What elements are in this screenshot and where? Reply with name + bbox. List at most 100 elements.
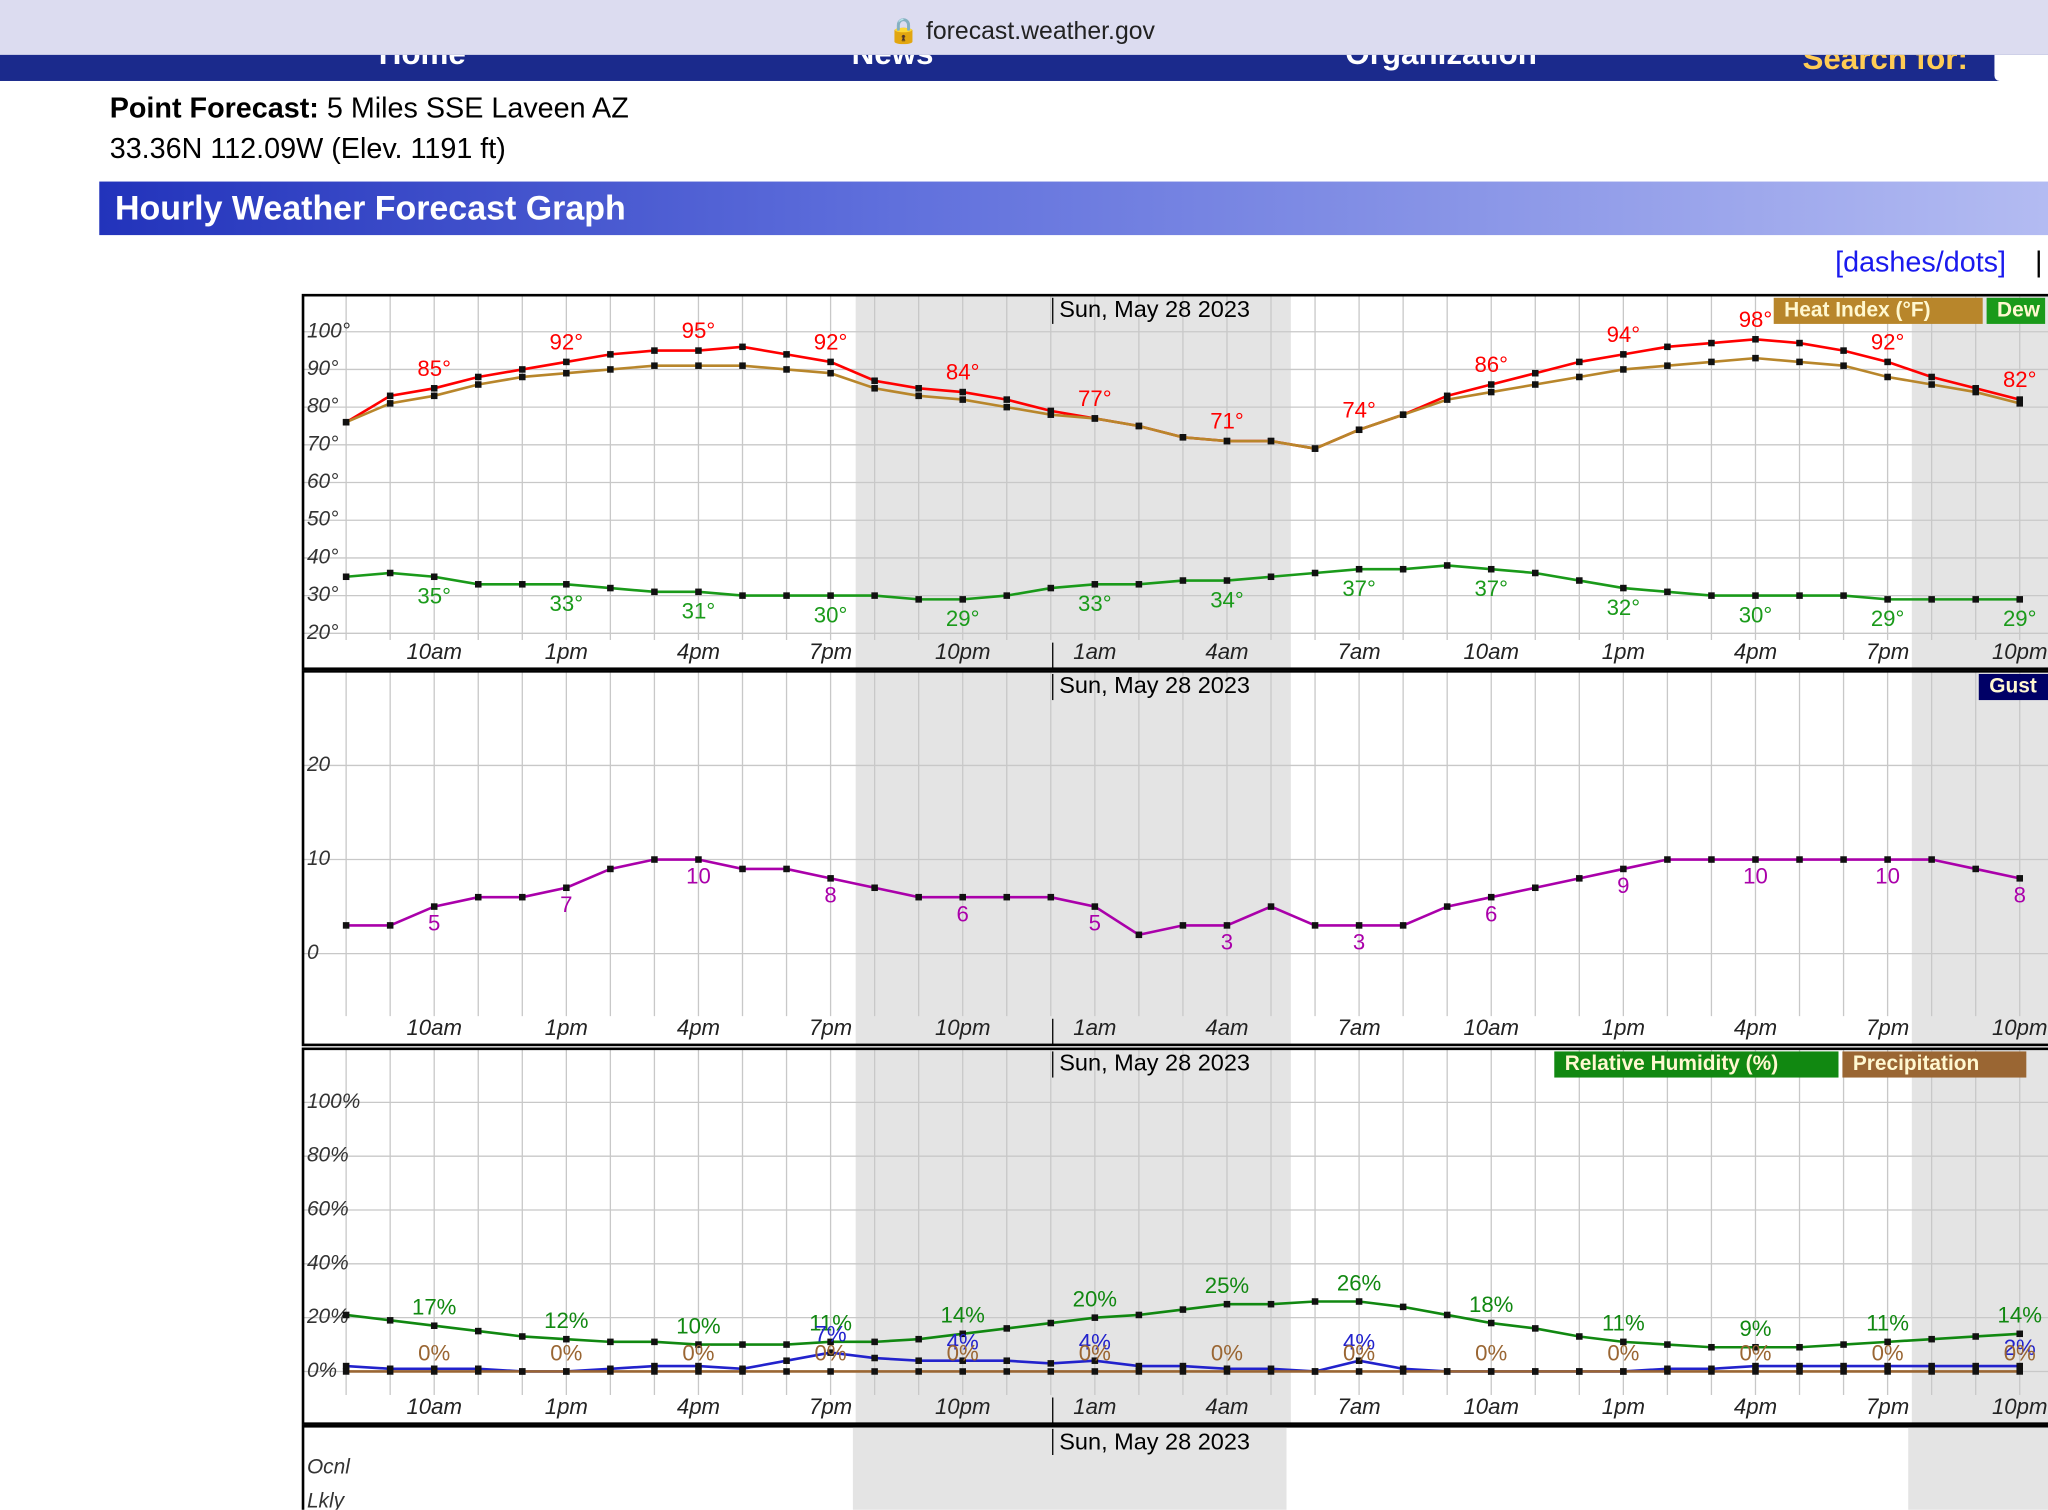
data-point xyxy=(651,856,658,863)
data-point xyxy=(1399,922,1407,929)
x-tick-label: 1pm xyxy=(1602,1015,1645,1040)
x-tick-label: 7pm xyxy=(1866,639,1909,664)
data-point xyxy=(1576,577,1583,584)
data-point xyxy=(1576,1333,1583,1340)
data-point xyxy=(1223,1368,1231,1375)
value-label: 9% xyxy=(1739,1316,1771,1341)
x-tick-label: 10pm xyxy=(1992,1015,2048,1040)
x-tick-label: 4pm xyxy=(677,639,720,664)
data-point xyxy=(1884,1338,1891,1346)
value-label: 0% xyxy=(1343,1340,1375,1365)
data-point xyxy=(1708,856,1715,863)
data-point xyxy=(1972,1368,1979,1375)
data-point xyxy=(1664,343,1671,351)
data-point xyxy=(739,865,746,873)
data-point xyxy=(2016,875,2023,882)
data-point xyxy=(1972,388,1979,396)
y-tick-label: 20° xyxy=(306,621,339,644)
value-label: 85° xyxy=(417,356,451,381)
data-point xyxy=(342,1362,350,1370)
data-point xyxy=(1355,565,1363,573)
data-point xyxy=(959,388,966,396)
data-point xyxy=(1884,358,1891,366)
data-point xyxy=(1443,392,1451,400)
data-point xyxy=(1620,366,1627,373)
data-point xyxy=(1972,385,1979,392)
data-point xyxy=(1179,1368,1187,1375)
data-point xyxy=(871,1354,878,1362)
url-bar[interactable]: 🔒 forecast.weather.gov xyxy=(888,18,1155,46)
data-point xyxy=(1532,1325,1539,1332)
data-point xyxy=(1135,581,1143,588)
value-label: 92° xyxy=(814,329,848,354)
data-point xyxy=(783,1357,790,1364)
search-input[interactable] xyxy=(1994,54,2048,81)
dashes-link[interactable]: [dashes/dots] xyxy=(1835,245,2007,279)
nav-item[interactable]: Organization xyxy=(1345,55,1537,73)
data-point xyxy=(739,343,746,351)
value-label: 10 xyxy=(686,864,711,889)
data-point xyxy=(1532,1368,1539,1375)
legend-swatch xyxy=(1842,1051,2027,1078)
y-tick-label: 20 xyxy=(306,753,331,776)
value-label: 6 xyxy=(1485,901,1497,926)
row-label: Lkly xyxy=(307,1490,346,1510)
data-point xyxy=(1179,1306,1187,1313)
data-point xyxy=(1135,1368,1143,1375)
value-label: 6 xyxy=(957,901,969,926)
data-point xyxy=(783,1368,790,1375)
nav-item[interactable]: News xyxy=(852,55,934,73)
value-label: 5 xyxy=(1089,911,1101,936)
data-point xyxy=(563,1335,570,1343)
data-point xyxy=(563,581,570,588)
value-label: 98° xyxy=(1739,307,1773,332)
data-point xyxy=(1928,1362,1935,1370)
legend-label: Relative Humidity (%) xyxy=(1565,1052,1778,1075)
nav-item[interactable]: Home xyxy=(379,55,466,73)
value-label: 0% xyxy=(1872,1340,1904,1365)
data-point xyxy=(959,1368,966,1375)
value-label: 0% xyxy=(815,1340,847,1365)
data-point xyxy=(1928,1335,1935,1343)
data-point xyxy=(1752,354,1759,362)
data-point xyxy=(2016,1368,2023,1375)
value-label: 3 xyxy=(1353,930,1365,955)
x-tick-label: 7am xyxy=(1338,1394,1381,1419)
data-point xyxy=(1840,362,1847,369)
data-point xyxy=(1003,1325,1011,1332)
data-point xyxy=(1708,592,1715,599)
x-tick-label: 4am xyxy=(1205,1394,1248,1419)
data-point xyxy=(783,592,790,599)
data-point xyxy=(1399,1303,1407,1311)
value-label: 94° xyxy=(1607,322,1641,347)
x-tick-label: 7pm xyxy=(809,1394,852,1419)
data-point xyxy=(519,581,526,588)
x-tick-label: 4am xyxy=(1205,639,1248,664)
data-point xyxy=(519,1368,526,1375)
data-point xyxy=(783,1341,790,1348)
url[interactable]: forecast.weather.gov xyxy=(925,18,1155,46)
value-label: 30° xyxy=(1739,602,1773,627)
data-point xyxy=(1576,373,1583,381)
x-tick-label: 4pm xyxy=(677,1015,720,1040)
data-point xyxy=(1487,381,1495,388)
value-label: 4% xyxy=(1343,1330,1375,1355)
data-point xyxy=(1620,1368,1627,1375)
data-point xyxy=(1355,1368,1363,1375)
data-point xyxy=(1311,445,1319,452)
value-label: 7% xyxy=(815,1322,847,1347)
data-point xyxy=(959,396,966,403)
value-label: 29° xyxy=(946,606,980,631)
data-point xyxy=(1840,856,1847,863)
data-point xyxy=(1223,437,1231,445)
value-label: 11% xyxy=(1866,1311,1909,1336)
x-tick-label: 7pm xyxy=(809,639,852,664)
data-point xyxy=(1928,856,1935,863)
data-point xyxy=(1972,865,1979,873)
value-label: 0% xyxy=(682,1340,714,1365)
data-point xyxy=(386,1317,394,1324)
data-point xyxy=(915,392,922,400)
value-label: 74° xyxy=(1342,397,1376,422)
data-point xyxy=(1620,1338,1627,1346)
